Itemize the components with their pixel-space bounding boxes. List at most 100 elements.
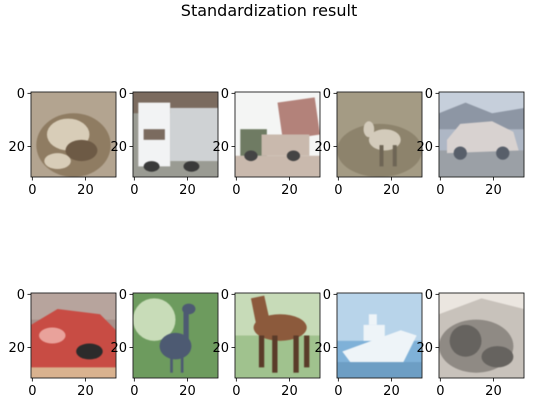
x-tick-label: 20 [383,183,400,198]
subplot-4: 0 20 0 20 [314,87,423,198]
image-region [439,150,524,177]
x-tick-label: 20 [281,183,298,198]
image-region [235,155,320,177]
image-horse [235,293,320,378]
image-detail [261,134,310,156]
image-detail [143,129,165,140]
subplot-10: 0 20 0 20 [416,288,525,399]
image-detail [453,146,467,160]
y-tick-label: 20 [110,341,127,356]
y-tick-label: 0 [323,288,331,303]
axes-frame [234,292,321,379]
image-ship [337,293,422,378]
x-tick-label: 20 [485,384,502,399]
image-detail [76,343,103,360]
y-tick-label: 20 [8,341,25,356]
image-subject [31,308,116,378]
y-tick-label: 20 [212,140,229,155]
image-detail [143,161,160,172]
image-detail [244,150,258,162]
x-tick-label: 0 [28,183,36,198]
image-detail [363,121,375,138]
x-tick-label: 20 [77,384,94,399]
image-detail [304,335,310,368]
subplot-8: 0 20 0 20 [212,288,321,399]
x-tick-label: 20 [179,183,196,198]
axes-frame [30,91,117,178]
y-tick-label: 0 [425,288,433,303]
image-detail [182,303,196,315]
y-tick-label: 0 [425,87,433,102]
y-tick-label: 20 [416,140,433,155]
image-detail [337,362,422,378]
axes-frame [336,292,423,379]
x-tick-label: 0 [28,384,36,399]
y-tick-label: 0 [323,87,331,102]
y-tick-label: 0 [17,288,25,303]
image-subject [250,295,270,325]
image-detail [272,335,278,373]
image-detail [368,314,377,325]
y-tick-label: 20 [314,341,331,356]
x-tick-label: 0 [436,183,444,198]
x-tick-label: 20 [179,384,196,399]
image-deer [337,92,422,177]
image-subject [446,121,519,154]
image-region [31,367,116,378]
image-detail [293,335,299,373]
x-tick-label: 0 [232,183,240,198]
x-tick-label: 20 [281,384,298,399]
x-tick-label: 20 [383,384,400,399]
axes-frame [132,292,219,379]
image-subject [170,107,218,162]
y-tick-label: 20 [416,341,433,356]
image-detail [38,327,66,344]
subplot-5: 0 20 0 20 [416,87,525,198]
image-detail [379,145,384,167]
image-detail [392,145,397,167]
y-tick-label: 20 [314,140,331,155]
image-subject [363,324,385,341]
image-detail [481,346,514,368]
x-tick-label: 0 [232,384,240,399]
axes-frame [30,292,117,379]
image-detail [65,139,98,162]
y-tick-label: 20 [212,341,229,356]
image-frog [31,92,116,177]
subplot-3: 0 20 0 20 [212,87,321,198]
image-subject [277,97,320,140]
image-automobile [439,92,524,177]
image-detail [449,324,482,357]
subplot-7: 0 20 0 20 [110,288,219,399]
x-tick-label: 20 [77,183,94,198]
subplot-1: 0 20 0 20 [8,87,117,198]
image-bird [133,293,218,378]
figure-title: Standardization result [181,1,357,20]
x-tick-label: 0 [130,183,138,198]
axes-frame [438,292,525,379]
x-tick-label: 0 [130,384,138,399]
image-detail [258,335,265,368]
subplot-6: 0 20 0 20 [8,288,117,399]
image-region [439,102,524,130]
subplot-9: 0 20 0 20 [314,288,423,399]
y-tick-label: 0 [221,288,229,303]
image-detail [496,146,510,160]
image-subject [253,314,307,341]
x-tick-label: 20 [485,183,502,198]
image-region [133,298,176,341]
x-tick-label: 0 [334,384,342,399]
image-detail [44,153,71,170]
image-truck [133,92,218,177]
axes-frame [234,91,321,178]
image-detail [180,356,184,373]
image-truck [235,92,320,177]
y-tick-label: 0 [119,288,127,303]
y-tick-label: 0 [17,87,25,102]
image-detail [183,161,200,172]
y-tick-label: 20 [110,140,127,155]
x-tick-label: 0 [436,384,444,399]
axes-frame [438,91,525,178]
